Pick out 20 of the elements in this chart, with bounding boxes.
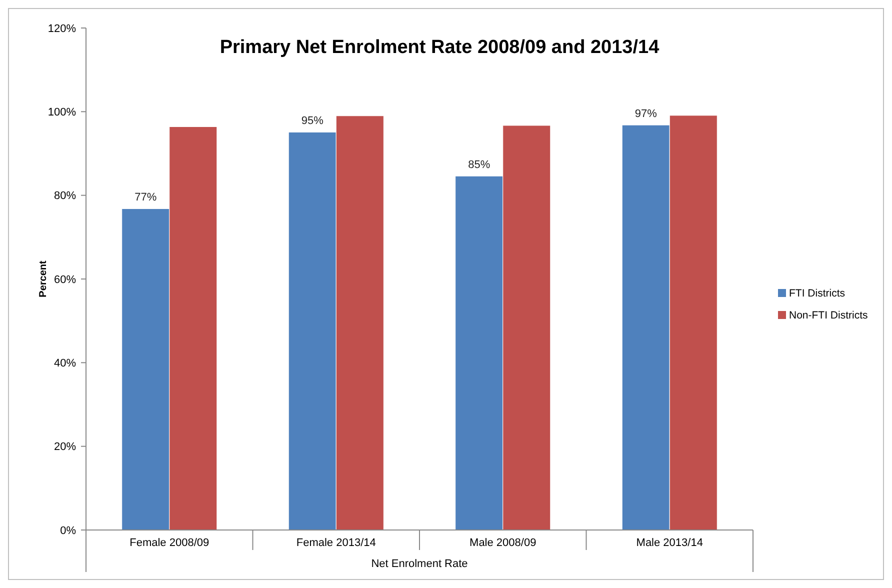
legend-label: FTI Districts	[789, 288, 845, 300]
x-tick-label: Female 2013/14	[296, 537, 376, 549]
data-label: 85%	[468, 159, 490, 172]
y-tick-label: 0%	[60, 524, 76, 537]
text: Primary Net Enrolment Rate 2008/09 and 2013/14	[220, 37, 660, 58]
data-label: 97%	[634, 108, 658, 120]
x-axis-title: Net Enrolment Rate	[371, 558, 468, 570]
y-axis-title: Percent	[38, 260, 49, 298]
legend-label: Non-FTI Districts	[789, 310, 868, 322]
y-tick-label: 20%	[54, 441, 76, 454]
data-label: 95%	[301, 115, 324, 128]
y-tick-label: 60%	[54, 274, 76, 286]
data-label: 77%	[134, 192, 157, 204]
y-tick-label: 80%	[54, 190, 76, 202]
x-tick-label: Female 2008/09	[130, 537, 210, 549]
y-tick-label: 100%	[48, 106, 76, 119]
y-tick-label: 120%	[48, 22, 76, 35]
y-tick-label: 40%	[54, 358, 76, 370]
x-tick-label: Male 2008/09	[470, 537, 536, 549]
x-tick-label: Male 2013/14	[636, 537, 703, 549]
